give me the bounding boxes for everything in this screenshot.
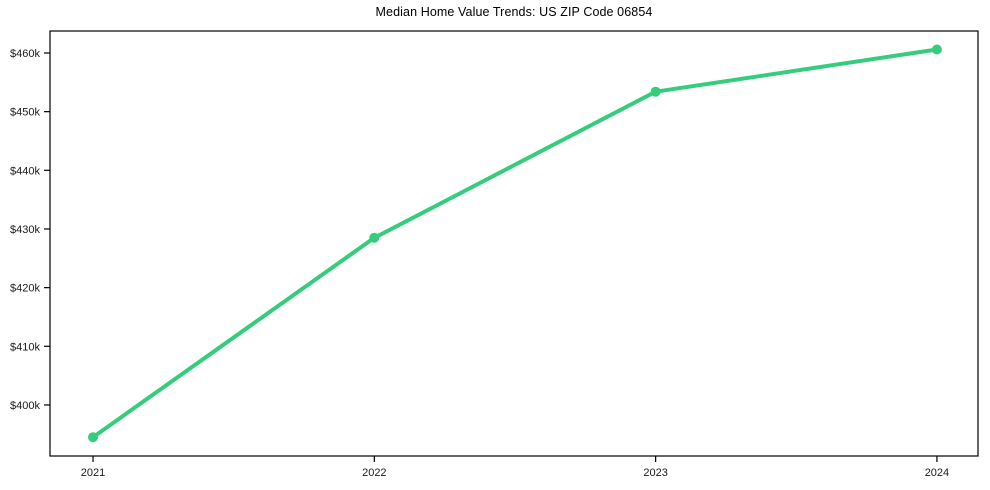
x-axis-tick-label: 2024 [925,467,949,479]
data-point-marker [369,232,380,243]
chart-title: Median Home Value Trends: US ZIP Code 06… [375,5,653,19]
data-point-marker [650,86,661,97]
plot-border [49,30,979,457]
data-point-marker [931,44,942,55]
y-axis-tick-label: $440k [10,165,40,177]
y-axis-tick-label: $430k [10,224,40,236]
y-axis-tick-label: $420k [10,283,40,295]
y-axis-tick-label: $450k [10,107,40,119]
y-axis-tick-label: $400k [10,400,40,412]
x-axis-tick-label: 2023 [643,467,667,479]
y-axis-tick-label: $410k [10,341,40,353]
x-axis-tick-label: 2021 [81,467,105,479]
y-axis-tick-label: $460k [10,48,40,60]
x-axis-tick-label: 2022 [362,467,386,479]
data-point-marker [88,432,98,443]
series-line [91,47,939,440]
